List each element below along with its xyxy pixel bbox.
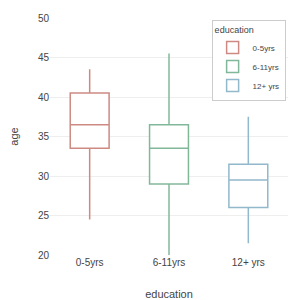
svg-text:25: 25 xyxy=(38,210,50,221)
svg-text:20: 20 xyxy=(38,250,50,261)
svg-text:40: 40 xyxy=(38,92,50,103)
svg-text:education: education xyxy=(215,25,254,35)
svg-text:35: 35 xyxy=(38,131,50,142)
svg-text:12+ yrs: 12+ yrs xyxy=(253,82,279,91)
svg-text:age: age xyxy=(8,127,20,145)
svg-text:0-5yrs: 0-5yrs xyxy=(76,257,104,268)
svg-text:50: 50 xyxy=(38,13,50,24)
svg-text:30: 30 xyxy=(38,171,50,182)
svg-text:12+ yrs: 12+ yrs xyxy=(232,257,265,268)
svg-text:6-11yrs: 6-11yrs xyxy=(153,257,186,268)
svg-text:45: 45 xyxy=(38,52,50,63)
svg-text:0-5yrs: 0-5yrs xyxy=(253,44,275,53)
svg-text:education: education xyxy=(145,288,193,300)
svg-text:6-11yrs: 6-11yrs xyxy=(253,63,279,72)
